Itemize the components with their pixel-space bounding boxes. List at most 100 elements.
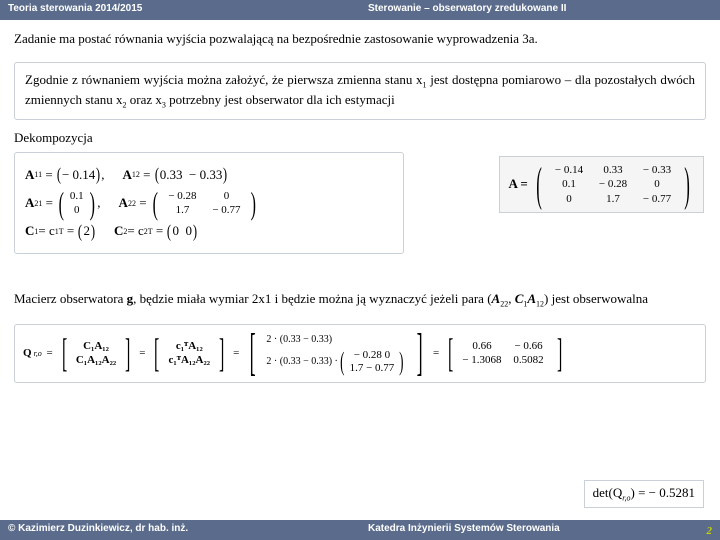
Q-block: Qr,o = [ C₁A₁₂C₁A₁₂A₂₂ ] = [ c₁ᵀA₁₂c₁ᵀA₁… — [14, 324, 706, 382]
C2-mid: = c — [127, 223, 143, 239]
p2-a: Zgodnie z równaniem wyjścia można założy… — [25, 72, 423, 87]
v: 0.5082 — [513, 353, 543, 367]
C1-sym: C — [25, 223, 34, 239]
paragraph-2-block: Zgodnie z równaniem wyjścia można założy… — [14, 62, 706, 120]
C2-v1: 0 — [172, 223, 179, 239]
Qr-c2: − 0.660.5082 — [507, 339, 551, 368]
p2-d: potrzebny jest obserwator dla ich estyma… — [166, 92, 395, 107]
bigA-c1: − 0.140.10 — [547, 163, 591, 206]
lparen: ( — [155, 168, 159, 181]
slide-footer: © Kazimierz Duzinkiewicz, dr hab. inż. K… — [0, 520, 720, 540]
p2-c: oraz x — [126, 92, 161, 107]
row-A11-A12: A11 = (− 0.14), A12 = (0.33 − 0.33) — [25, 167, 393, 183]
A12-v1: 0.33 — [160, 167, 183, 183]
C2-v2: 0 — [185, 223, 192, 239]
v: 2 · (0.33 − 0.33) — [266, 331, 332, 349]
bigA-lhs: A = — [508, 176, 527, 192]
rb: ] — [557, 339, 562, 367]
p3-a: Macierz obserwatora — [14, 291, 127, 306]
rb: ] — [219, 339, 224, 367]
Q-equation: Qr,o = [ C₁A₁₂C₁A₁₂A₂₂ ] = [ c₁ᵀA₁₂c₁ᵀA₁… — [23, 331, 697, 375]
C1-mid: = c — [38, 223, 54, 239]
v: − 0.77 — [212, 203, 240, 217]
Q-m3: 2 · (0.33 − 0.33) 2 · (0.33 − 0.33) · ( … — [263, 331, 409, 375]
v: − 0.77 — [643, 192, 671, 206]
lparen: ( — [78, 225, 82, 238]
A11-val: − 0.14 — [62, 167, 95, 183]
matrix-block: A11 = (− 0.14), A12 = (0.33 − 0.33) A21 … — [14, 152, 404, 255]
v: 0.33 — [603, 163, 622, 177]
big-A-matrix: A = ( − 0.140.10 0.33− 0.281.7 − 0.330− … — [499, 156, 704, 213]
rp: ) — [684, 168, 690, 202]
lp: ( — [340, 353, 344, 371]
header-left: Teoria sterowania 2014/2015 — [0, 0, 360, 20]
eq-A22: A22 = ( − 0.281.7 0− 0.77 ) — [119, 189, 260, 218]
det-sub: r,o — [622, 494, 630, 503]
v: − 0.14 — [555, 163, 583, 177]
A21-col: 0.10 — [67, 189, 87, 218]
v: − 1.3068 — [462, 353, 501, 367]
rb: ] — [417, 335, 423, 371]
v: 0.1 — [562, 177, 576, 191]
A21-sym: A — [25, 195, 34, 211]
p3-A22: A — [492, 291, 501, 306]
A11-sub: 11 — [34, 170, 42, 179]
lb: [ — [448, 339, 453, 367]
rp: ) — [399, 353, 403, 371]
C2-sym: C — [114, 223, 123, 239]
lb: [ — [154, 339, 159, 367]
big-A-eq: A = ( − 0.140.10 0.33− 0.281.7 − 0.330− … — [508, 163, 695, 206]
v: 0 — [224, 189, 230, 203]
v: − 0.28 0 — [354, 349, 390, 362]
A22-sub: 22 — [128, 199, 136, 208]
bigA-c3: − 0.330− 0.77 — [635, 163, 679, 206]
A22-c1: − 0.281.7 — [160, 189, 204, 218]
row-C: C1 = c1T = (2) C2 = c2T = (0 0) — [25, 223, 393, 239]
Q-m3-r2: 2 · (0.33 − 0.33) · ( − 0.28 01.7 − 0.77… — [266, 349, 406, 375]
lparen: ( — [152, 192, 157, 214]
rparen: ) — [96, 168, 100, 181]
row-A21-A22: A21 = (0.10), A22 = ( − 0.281.7 0− 0.77 … — [25, 189, 393, 218]
p3-A12s: 12 — [536, 300, 544, 309]
det-rhs: ) = − 0.5281 — [631, 485, 696, 500]
rparen: ) — [193, 225, 197, 238]
v: c₁ᵀA₁₂ — [176, 339, 203, 353]
footer-right: Katedra Inżynierii Systemów Sterowania — [360, 520, 698, 540]
p3-d: ) jest obserwowalna — [544, 291, 648, 306]
lp: ( — [536, 168, 542, 202]
A12-v2: − 0.33 — [189, 167, 222, 183]
paragraph-1: Zadanie ma postać równania wyjścia pozwa… — [14, 30, 706, 48]
lparen: ( — [167, 225, 171, 238]
lparen: ( — [57, 168, 61, 181]
rparen: ) — [251, 192, 256, 214]
v: c₁ᵀA₁₂A₂₂ — [169, 353, 211, 367]
Qr-c1: 0.66− 1.3068 — [459, 339, 504, 368]
rparen: ) — [91, 225, 95, 238]
footer-left: © Kazimierz Duzinkiewicz, dr hab. inż. — [0, 520, 360, 540]
p3-b: , będzie miała wymiar 2x1 i będzie można… — [133, 291, 491, 306]
det-box: det(Qr,o) = − 0.5281 — [584, 480, 704, 508]
A21-v1: 0.1 — [70, 189, 84, 203]
paragraph-2: Zgodnie z równaniem wyjścia można założy… — [25, 71, 695, 111]
slide-header: Teoria sterowania 2014/2015 Sterowanie –… — [0, 0, 720, 20]
Q-m1: C₁A₁₂C₁A₁₂A₂₂ — [73, 339, 119, 368]
slide-number: 2 — [707, 525, 713, 537]
C1-val: 2 — [83, 223, 90, 239]
rparen: ) — [89, 192, 94, 214]
A21-v2: 0 — [74, 203, 80, 217]
rb: ] — [125, 339, 130, 367]
v: 0.66 — [472, 339, 491, 353]
A12-sub: 12 — [132, 170, 140, 179]
lb: [ — [250, 335, 256, 371]
v: C₁A₁₂A₂₂ — [76, 353, 116, 367]
c1-sup: T — [59, 227, 64, 236]
rparen: ) — [223, 168, 227, 181]
v: − 0.28 — [168, 189, 196, 203]
eq-C2: C2 = c2T = (0 0) — [114, 223, 198, 239]
p3-A22s: 22 — [500, 300, 508, 309]
Q-sym: Q — [23, 347, 32, 359]
v: 0 — [566, 192, 572, 206]
eq-A12: A12 = (0.33 − 0.33) — [123, 167, 229, 183]
det-lhs: det(Q — [593, 485, 623, 500]
v: C₁A₁₂ — [83, 339, 109, 353]
